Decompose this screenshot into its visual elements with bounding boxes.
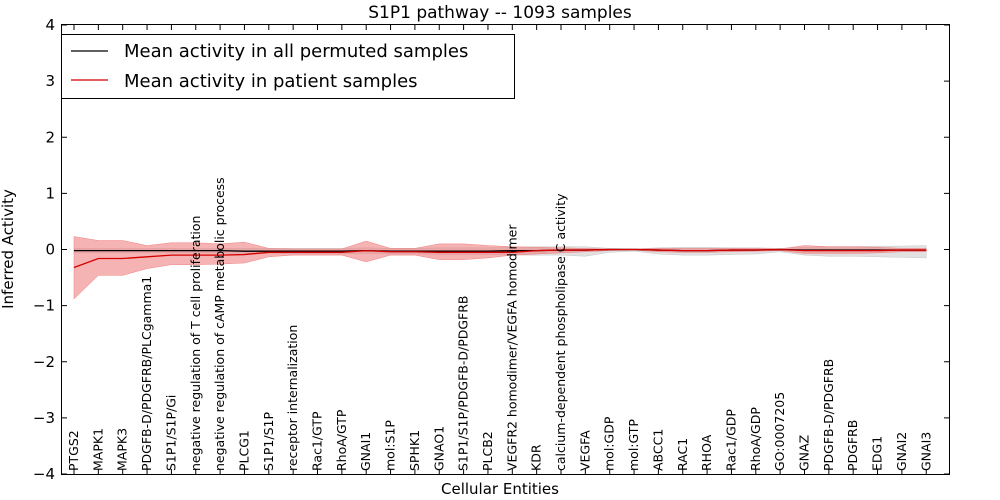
x-category-label: calcium-dependent phospholipase C activi… <box>553 193 568 471</box>
x-category-label: VEGFA <box>577 430 592 471</box>
x-category-label: PDGFB-D/PDGFRB/PLCgamma1 <box>139 276 154 471</box>
x-category-label: GNAI2 <box>894 432 909 471</box>
y-tick-label: −2 <box>33 353 55 371</box>
y-tick-label: −3 <box>33 409 55 427</box>
x-category-label: negative regulation of cAMP metabolic pr… <box>212 177 227 471</box>
x-category-label: GNAI3 <box>918 432 933 471</box>
legend-box <box>61 34 515 99</box>
y-tick-label: 0 <box>45 241 55 259</box>
x-category-label: MAPK3 <box>115 428 130 471</box>
y-axis-title: Inferred Activity <box>0 189 17 309</box>
x-category-label: VEGFR2 homodimer/VEGFA homodimer <box>504 224 519 471</box>
x-category-label: RHOA <box>699 434 714 471</box>
x-category-label: PDGFB-D/PDGFRB <box>821 359 836 471</box>
x-category-label: mol:S1P <box>383 420 398 471</box>
x-axis-title: Cellular Entities <box>441 480 559 498</box>
x-category-label: PDGFRB <box>845 420 860 471</box>
x-category-label: EDG1 <box>870 436 885 471</box>
x-category-label: Rac1/GDP <box>723 409 738 471</box>
y-tick-label: 3 <box>45 72 55 90</box>
x-category-label: GO:0007205 <box>772 392 787 471</box>
x-category-label: GNAI1 <box>358 432 373 471</box>
x-category-label: negative regulation of T cell proliferat… <box>188 216 203 471</box>
legend-label-permuted: Mean activity in all permuted samples <box>124 41 468 62</box>
chart-title: S1P1 pathway -- 1093 samples <box>368 3 632 23</box>
x-category-label: mol:GTP <box>626 419 641 471</box>
patient-mean-line <box>73 248 927 269</box>
x-category-label: GNAO1 <box>431 426 446 471</box>
x-category-label: PTGS2 <box>66 430 81 471</box>
x-category-label: RAC1 <box>675 438 690 471</box>
plot-area-frame <box>61 24 950 475</box>
x-category-label: mol:GDP <box>602 416 617 471</box>
y-tick-label: −1 <box>33 297 55 315</box>
x-category-label: RhoA/GDP <box>748 407 763 471</box>
x-category-label: S1P1/S1P/PDGFB-D/PDGFRB <box>456 296 471 472</box>
y-tick-label: 1 <box>45 184 55 202</box>
x-category-label: GNAZ <box>797 435 812 471</box>
x-category-label: SPHK1 <box>407 430 422 471</box>
x-category-label: receptor internalization <box>285 325 300 471</box>
x-category-label: S1P1/S1P <box>261 412 276 471</box>
x-category-label: PLCB2 <box>480 431 495 471</box>
x-category-label: S1P1/S1P/Gi <box>163 395 178 471</box>
y-tick-label: 2 <box>45 128 55 146</box>
x-category-label: PLCG1 <box>236 430 251 471</box>
legend: Mean activity in all permuted samples Me… <box>61 34 515 99</box>
x-category-label: MAPK1 <box>90 428 105 471</box>
x-category-label: Rac1/GTP <box>310 411 325 471</box>
legend-label-patient: Mean activity in patient samples <box>124 71 418 92</box>
x-category-label: KDR <box>529 444 544 471</box>
x-category-label: RhoA/GTP <box>334 409 349 471</box>
x-category-label: ABCC1 <box>650 429 665 471</box>
y-tick-label: 4 <box>45 16 55 34</box>
y-tick-label: −4 <box>33 465 55 483</box>
